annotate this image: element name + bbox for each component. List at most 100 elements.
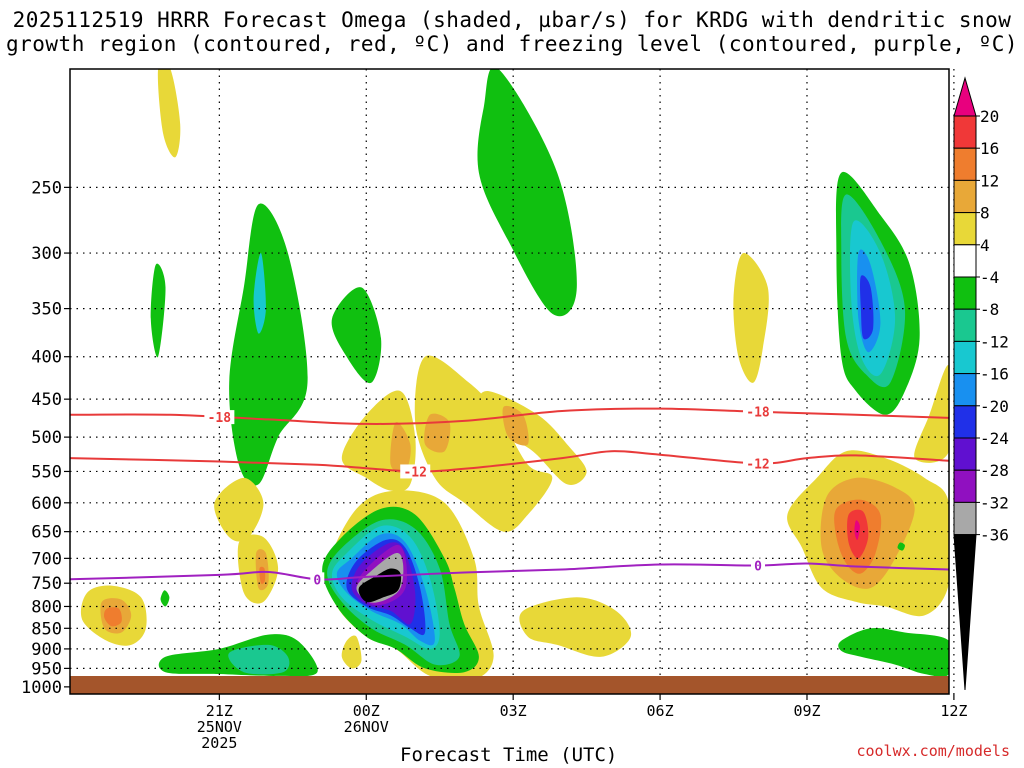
x-tick-label-03Z-0: 03Z bbox=[500, 702, 527, 720]
omega-plus4-left-mid bbox=[214, 477, 264, 542]
contour-label-bg-freezing-level-0-0 bbox=[310, 572, 325, 587]
colorbar-arrow-top bbox=[953, 76, 977, 117]
x-tick-label-06Z-0: 06Z bbox=[647, 702, 674, 720]
y-tick-label-700: 700 bbox=[31, 549, 62, 569]
colorbar-label-2: 12 bbox=[980, 171, 999, 190]
x-tick-label-00Z-0: 00Z bbox=[353, 702, 380, 720]
omega-minus4-left-small bbox=[150, 263, 166, 358]
contour-label-freezing-level-0-1: 0 bbox=[754, 559, 762, 574]
ground-surface bbox=[70, 676, 949, 694]
colorbar-box-12 bbox=[953, 501, 977, 536]
omega-minus4-bottom-right bbox=[838, 627, 949, 677]
colorbar-label-8: -16 bbox=[980, 365, 1009, 384]
omega-minus8-bottom-left bbox=[228, 644, 290, 675]
colorbar-label-0: 20 bbox=[980, 107, 999, 126]
colorbar-label-12: -32 bbox=[980, 493, 1009, 512]
colorbar-box-7 bbox=[953, 340, 977, 375]
omega-plus4-bottom-small bbox=[341, 635, 362, 669]
y-tick-label-850: 850 bbox=[31, 619, 62, 639]
x-tick-label-21Z-0: 21Z bbox=[206, 702, 233, 720]
y-tick-label-1000: 1000 bbox=[21, 678, 62, 698]
credit-link[interactable]: coolwx.com/models bbox=[856, 742, 1010, 760]
plot-frame bbox=[69, 68, 950, 695]
contour-dgz-minus12 bbox=[70, 450, 949, 473]
omega-plus12-left-lower bbox=[104, 607, 122, 627]
colorbar-box-10 bbox=[953, 437, 977, 471]
omega-plus4-bottom-middle bbox=[519, 597, 632, 657]
y-tick-label-600: 600 bbox=[31, 494, 62, 514]
omega-minus4-column-1 bbox=[229, 203, 308, 486]
contour-label-dgz-minus12-0: -12 bbox=[403, 465, 426, 480]
colorbar-box-5 bbox=[953, 276, 977, 310]
omega-plus8-mid-blob bbox=[424, 413, 451, 453]
omega-plus20-right-lower bbox=[854, 520, 860, 540]
contour-label-freezing-level-0-0: 0 bbox=[313, 573, 321, 588]
contour-label-bg-dgz-minus12-0 bbox=[400, 464, 431, 479]
x-tick-label-21Z-1: 25NOV bbox=[197, 718, 242, 736]
y-tick-label-900: 900 bbox=[31, 640, 62, 660]
omega-minus4-upper-middle bbox=[477, 69, 577, 317]
x-axis-label: Forecast Time (UTC) bbox=[400, 744, 618, 766]
contour-label-bg-dgz-minus18-1 bbox=[743, 404, 774, 419]
omega-minus20-right-column bbox=[860, 275, 874, 340]
colorbar-box-4 bbox=[953, 244, 977, 278]
colorbar-arrow-bottom bbox=[953, 534, 977, 691]
colorbar-label-1: 16 bbox=[980, 139, 999, 158]
omega-minus4-small-left bbox=[160, 590, 170, 607]
omega-plus4-right-edge bbox=[914, 365, 949, 463]
contour-label-bg-dgz-minus12-1 bbox=[743, 456, 774, 471]
colorbar-box-2 bbox=[953, 179, 977, 214]
x-tick-label-09Z-0: 09Z bbox=[793, 702, 820, 720]
y-tick-label-400: 400 bbox=[31, 348, 62, 368]
contour-label-dgz-minus12-1: -12 bbox=[746, 458, 769, 473]
y-tick-label-750: 750 bbox=[31, 574, 62, 594]
x-tick-label-12Z-0: 12Z bbox=[940, 702, 967, 720]
chart-title-line2: growth region (contoured, red, ºC) and f… bbox=[5, 32, 1019, 56]
omega-plus4-top-left bbox=[157, 69, 181, 158]
y-tick-label-500: 500 bbox=[31, 428, 62, 448]
colorbar-label-6: -8 bbox=[980, 300, 999, 319]
y-tick-label-300: 300 bbox=[31, 244, 62, 264]
contour-label-bg-dgz-minus18-0 bbox=[204, 410, 235, 425]
omega-minus4-column-2 bbox=[331, 287, 382, 384]
colorbar-box-0 bbox=[953, 115, 977, 149]
colorbar: 20 16 12 8 4 -4 -8 -12 -16 -20 -24 -28 -32 -36 bbox=[953, 76, 1009, 691]
contour-label-bg-freezing-level-0-1 bbox=[751, 558, 766, 573]
colorbar-box-6 bbox=[953, 308, 977, 342]
colorbar-box-1 bbox=[953, 147, 977, 181]
y-tick-label-650: 650 bbox=[31, 523, 62, 543]
y-axis-ticks: 2503003504004505005506006507007508008509… bbox=[21, 178, 70, 698]
colorbar-label-3: 8 bbox=[980, 204, 990, 223]
colorbar-box-9 bbox=[953, 405, 977, 439]
contour-lines: -18 -18 -12 -12 0 0 bbox=[70, 404, 949, 588]
colorbar-label-4: 4 bbox=[980, 236, 990, 255]
y-tick-label-450: 450 bbox=[31, 390, 62, 410]
omega-plus4-right-upper bbox=[733, 252, 769, 383]
colorbar-label-5: -4 bbox=[980, 268, 999, 287]
y-tick-label-350: 350 bbox=[31, 300, 62, 320]
colorbar-label-11: -28 bbox=[980, 461, 1009, 480]
colorbar-label-9: -20 bbox=[980, 397, 1009, 416]
colorbar-label-13: -36 bbox=[980, 526, 1009, 545]
omega-minus4-tiny-right bbox=[897, 542, 905, 551]
y-tick-label-550: 550 bbox=[31, 462, 62, 482]
omega-plus8-center-top bbox=[390, 421, 411, 474]
contour-label-dgz-minus18-0: -18 bbox=[208, 411, 232, 426]
colorbar-box-3 bbox=[953, 212, 977, 246]
x-tick-label-00Z-1: 26NOV bbox=[344, 718, 389, 736]
omega-minus36-core bbox=[358, 568, 402, 603]
colorbar-box-11 bbox=[953, 469, 977, 503]
y-tick-label-800: 800 bbox=[31, 597, 62, 617]
colorbar-label-7: -12 bbox=[980, 332, 1009, 351]
omega-shading bbox=[80, 69, 949, 682]
contour-label-dgz-minus18-1: -18 bbox=[746, 406, 770, 421]
x-tick-label-21Z-2: 2025 bbox=[201, 734, 237, 752]
omega-minus8-column-1 bbox=[253, 253, 266, 334]
omega-plus4-mid-blob bbox=[414, 355, 553, 532]
y-tick-label-950: 950 bbox=[31, 659, 62, 679]
colorbar-label-10: -24 bbox=[980, 429, 1009, 448]
chart-title-line1: 2025112519 HRRR Forecast Omega (shaded, … bbox=[12, 8, 1012, 32]
contour-freezing-level-0 bbox=[70, 562, 949, 581]
